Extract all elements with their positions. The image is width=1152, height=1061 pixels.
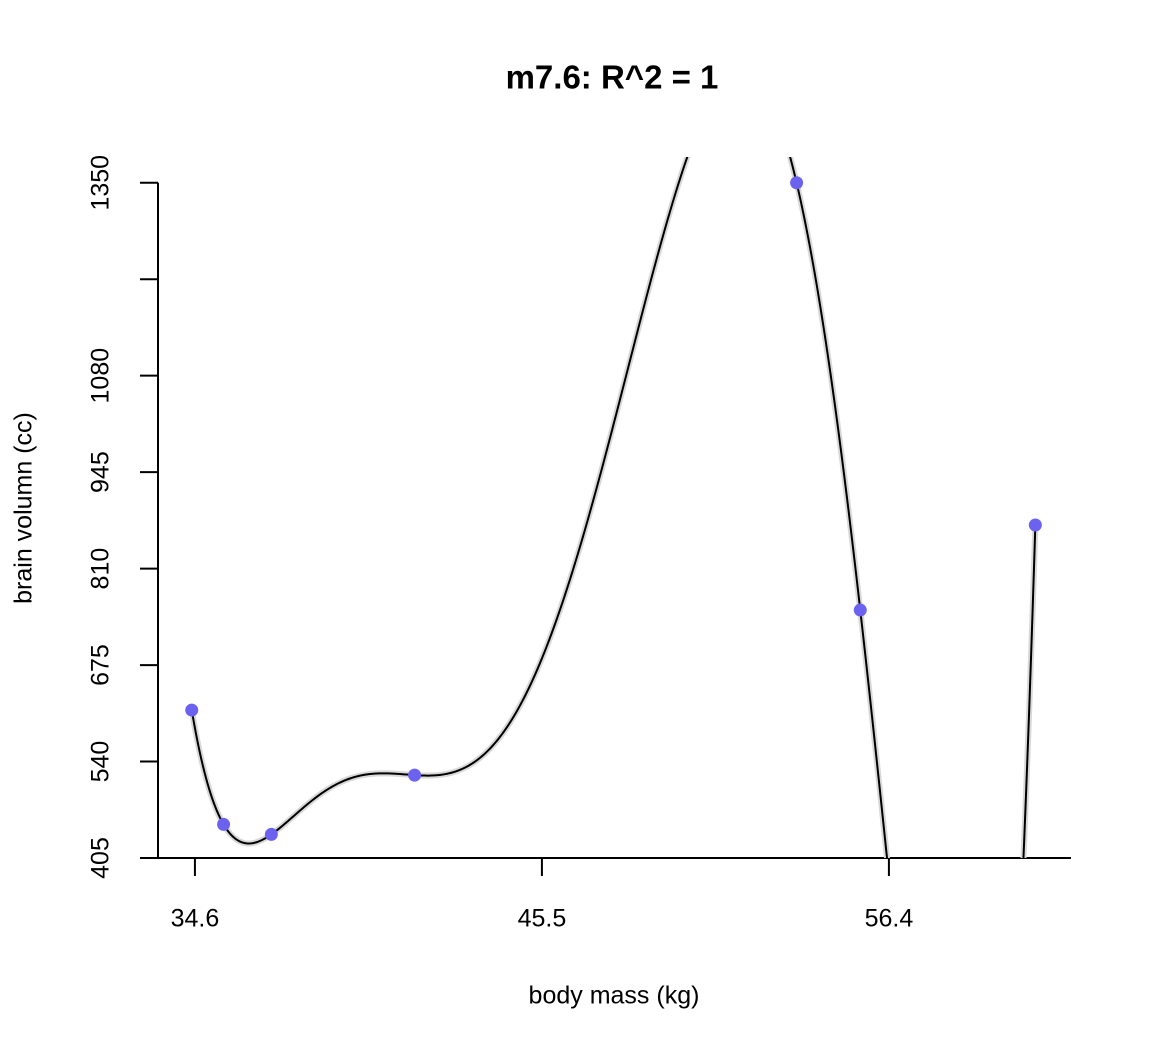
point	[408, 768, 422, 782]
point	[853, 603, 867, 617]
y-tick-label: 540	[87, 741, 115, 783]
x-axis-label: body mass (kg)	[529, 982, 700, 1010]
point	[185, 703, 199, 717]
point	[790, 176, 804, 190]
x-tick-label: 45.5	[518, 905, 567, 933]
y-tick-label: 945	[87, 451, 115, 493]
x-tick-label: 34.6	[171, 905, 220, 933]
y-tick-label: 405	[87, 837, 115, 879]
y-tick-label: 1080	[87, 348, 115, 404]
chart-title: m7.6: R^2 = 1	[506, 59, 719, 96]
point	[217, 817, 231, 831]
y-tick-label: 810	[87, 548, 115, 590]
point	[1028, 518, 1042, 532]
fit-line	[190, 157, 1037, 858]
y-axis-label: brain volumn (cc)	[10, 412, 38, 604]
x-tick-label: 56.4	[865, 905, 914, 933]
y-tick-label: 1350	[87, 155, 115, 211]
y-tick-label: 675	[87, 644, 115, 686]
point	[264, 827, 278, 841]
